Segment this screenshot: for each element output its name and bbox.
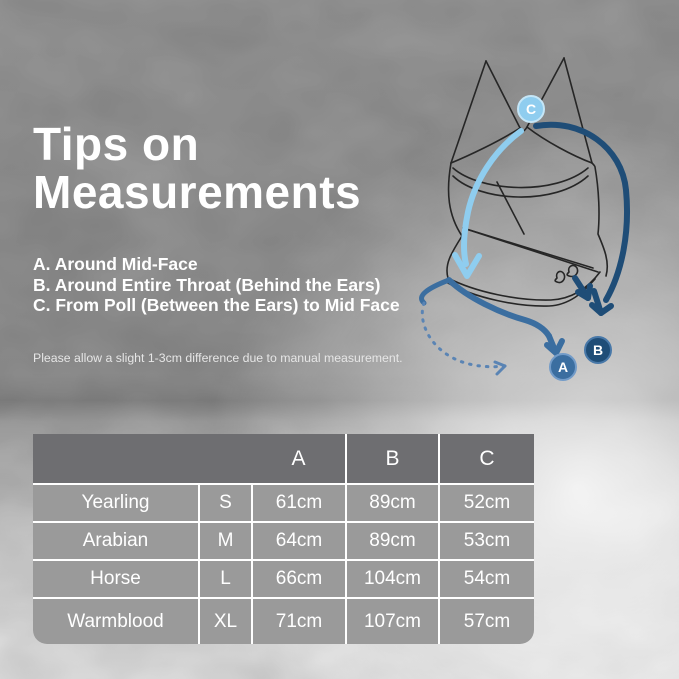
svg-text:C: C [526, 101, 536, 117]
svg-text:B: B [593, 342, 603, 358]
svg-text:A: A [558, 359, 568, 375]
